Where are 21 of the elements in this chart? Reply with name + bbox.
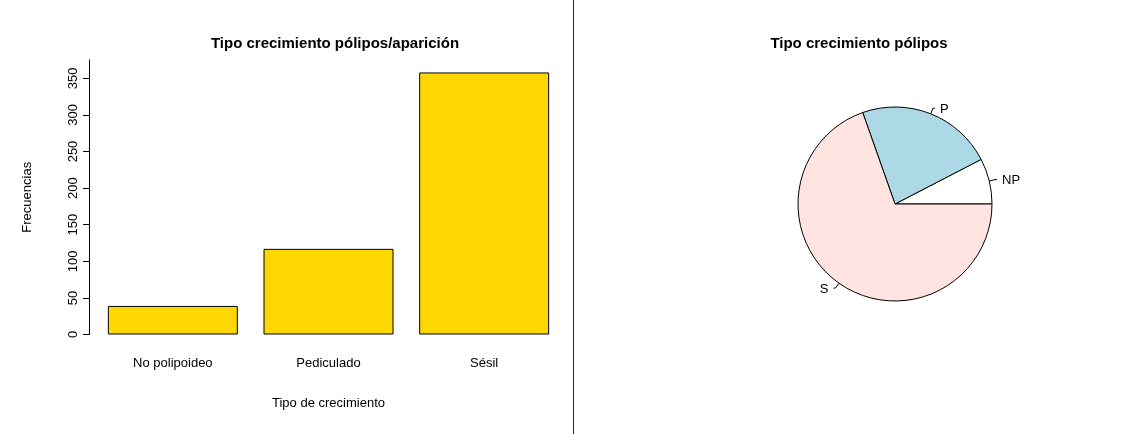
y-tick-label: 200 [65,177,80,199]
chart-title: Tipo crecimiento pólipos [770,34,948,51]
slice-label: NP [1002,172,1021,188]
y-tick-label: 250 [65,140,80,163]
y-tick-label: 0 [65,330,80,339]
bar [419,72,550,335]
slice-label: P [939,100,949,116]
chart-title: Tipo crecimiento pólipos/aparición [210,34,460,51]
x-tick-label: No polipoideo [133,354,213,370]
y-tick-label: 100 [65,250,80,273]
y-tick-label: 350 [65,67,80,90]
x-tick-label: Sésil [470,354,499,370]
y-tick-label: 300 [65,104,80,126]
x-axis-title: Tipo de crecimiento [272,394,385,410]
y-axis-title: Frecuencias [19,161,34,233]
bar [107,305,238,335]
slice-label: S [819,280,829,296]
x-tick-label: Pediculado [296,354,361,370]
y-tick-label: 150 [65,213,80,236]
bar [263,248,394,335]
y-tick-label: 50 [65,290,80,306]
